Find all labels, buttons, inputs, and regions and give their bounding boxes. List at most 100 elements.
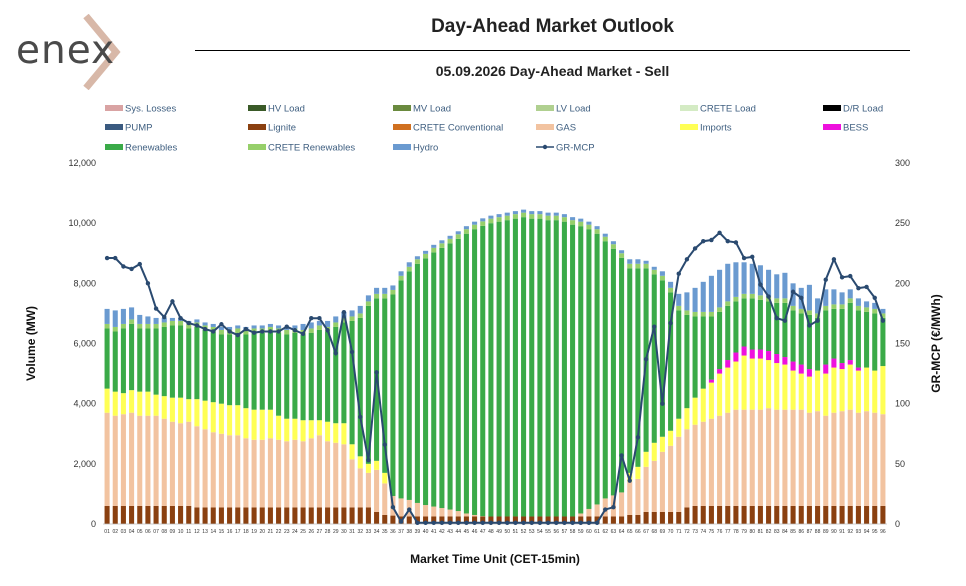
bar-segment-gas [104,412,110,506]
bar-segment-lignite [766,505,772,524]
bar-segment-gas [855,412,861,506]
bar-segment-bess [782,357,788,365]
bar-segment-hydro [733,262,739,297]
bar-segment-gas [823,415,829,506]
x-tick-label: 09 [170,529,176,535]
x-tick-label: 86 [798,529,804,535]
bar-segment-renewables [684,314,690,409]
bar-segment-bess [839,363,845,370]
bar-segment-lignite [308,507,314,524]
bar-segment-gas [668,445,674,512]
bar-segment-imports [218,403,224,434]
mcp-point [521,520,526,525]
y2-tick-label: 100 [895,399,910,409]
bar-segment-lignite [610,516,616,524]
legend-label-gas: GAS [556,123,576,134]
x-tick-label: 17 [235,529,241,535]
x-tick-label: 55 [545,529,551,535]
bar-segment-lignite [782,505,788,524]
bar-segment-hydro [619,250,625,254]
bar-segment-imports [194,399,200,427]
bar-segment-imports [259,409,265,440]
bar-segment-crete-renewables [602,236,608,242]
bar-segment-hydro [684,292,690,311]
bar-segment-gas [684,429,690,508]
mcp-point [374,370,379,375]
bar-segment-hydro [553,212,559,216]
mcp-point [227,329,232,334]
bar-segment-gas [333,442,339,508]
bar-segment-lignite [357,507,363,524]
bar-segment-crete-renewables [267,326,273,332]
bar-segment-crete-renewables [398,275,404,281]
bar-segment-lignite [472,516,478,524]
bar-segment-hydro [153,317,159,324]
bar-segment-bess [847,360,853,365]
bar-segment-hydro [831,289,837,305]
legend-label-pump: PUMP [125,123,152,134]
bar-segment-gas [439,508,445,517]
mcp-point [464,520,469,525]
bar-segment-lignite [578,516,584,524]
x-tick-label: 49 [496,529,502,535]
bar-segment-crete-renewables [619,253,625,258]
mcp-point [325,328,330,333]
bar-segment-gas [676,436,682,512]
y2-tick-label: 150 [895,339,910,349]
bar-segment-lignite [390,515,396,524]
bar-segment-hydro [194,319,200,323]
bar-segment-crete-renewables [733,296,739,302]
bar-segment-hydro [855,298,861,306]
bar-segment-hydro [382,287,388,294]
bar-segment-renewables [733,301,739,353]
bar-segment-renewables [259,332,265,410]
mcp-point [423,520,428,525]
bar-segment-hydro [325,320,331,327]
mcp-point [864,284,869,290]
legend-swatch-mv-load [393,105,411,111]
bar-segment-hydro [839,292,845,305]
bar-segment-imports [267,409,273,439]
bar-segment-crete-renewables [635,263,641,269]
bar-segment-hydro [129,307,135,320]
bar-segment-hydro [643,260,649,264]
x-tick-label: 58 [570,529,576,535]
bar-segment-imports [325,421,331,442]
bar-segment-hydro [717,269,723,308]
bar-segment-hydro [521,209,527,213]
bar-segment-hydro [610,241,616,245]
mcp-point [121,264,126,269]
bar-segment-gas [357,468,363,508]
bar-segment-lignite [733,505,739,524]
mcp-point [815,318,820,323]
bar-segment-gas [316,435,322,508]
bar-segment-lignite [374,511,380,524]
bar-segment-renewables [112,331,118,392]
legend-label-sys-losses: Sys. Losses [125,104,176,115]
x-tick-label: 43 [447,529,453,535]
bar-segment-renewables [839,308,845,364]
bar-segment-imports [341,423,347,445]
bar-segment-lignite [341,507,347,524]
bar-segment-gas [276,439,282,508]
bar-segment-imports [333,423,339,443]
x-tick-label: 71 [676,529,682,535]
bar-segment-imports [227,405,233,436]
bar-segment-imports [120,393,126,415]
mcp-point [317,316,322,321]
bar-segment-crete-renewables [439,243,445,248]
bar-segment-gas [708,418,714,506]
bar-segment-gas [325,441,331,508]
bar-segment-crete-renewables [414,259,420,264]
mcp-point [415,520,420,525]
bar-segment-lignite [798,505,804,524]
bar-segment-lignite [708,505,714,524]
legend-swatch-hydro [393,144,411,150]
bar-segment-imports [284,418,290,442]
bar-segment-lignite [700,505,706,524]
legend-label-d-r-load: D/R Load [843,104,883,115]
bar-segment-lignite [872,505,878,524]
bar-segment-gas [235,435,241,508]
bar-segment-renewables [586,229,592,509]
bar-segment-renewables [218,334,224,404]
